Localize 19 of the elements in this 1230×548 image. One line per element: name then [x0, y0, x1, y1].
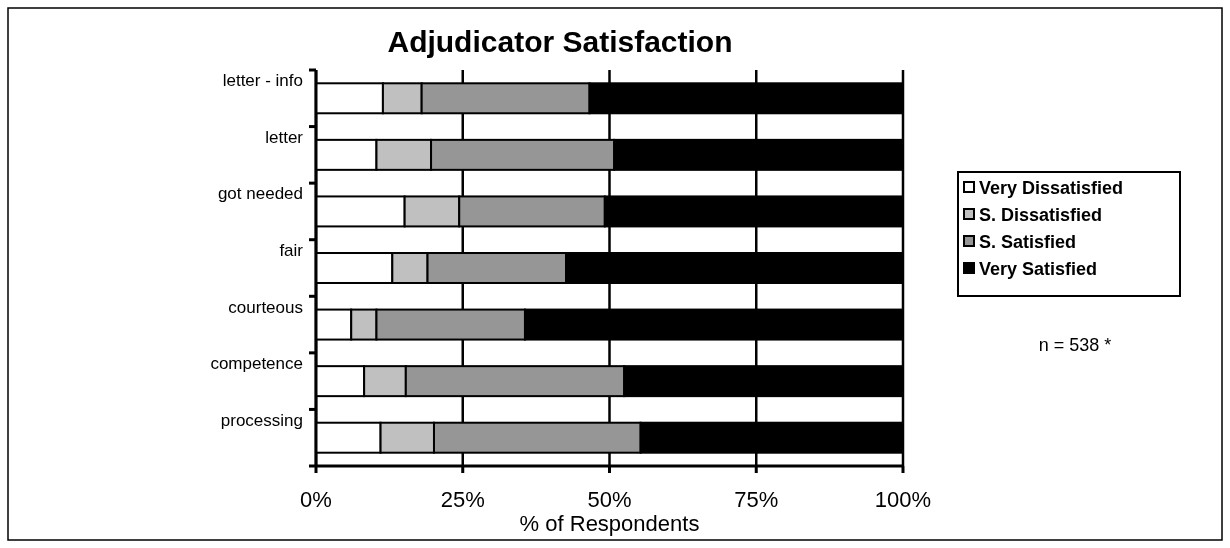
y-tick-label: got needed: [217, 184, 303, 204]
x-tick-label: 100%: [874, 487, 932, 512]
legend-label: S. Dissatisfied: [979, 205, 1103, 225]
x-tick-label: 50%: [587, 487, 632, 512]
legend-label: S. Satisfied: [979, 232, 1077, 252]
y-tick-label: competence: [210, 354, 303, 374]
y-tick-label: processing: [220, 410, 303, 430]
y-tick-label: courteous: [228, 297, 303, 317]
chart-title: Adjudicator Satisfaction: [387, 25, 733, 58]
x-axis-title: % of Respondents: [519, 511, 700, 536]
x-tick-label: 75%: [734, 487, 779, 512]
text: n = 538 *: [1038, 335, 1112, 355]
y-tick-label: fair: [279, 241, 304, 260]
x-tick-label: 0%: [300, 487, 332, 512]
legend-label: Very Satisfied: [979, 259, 1098, 279]
y-tick-label: letter - info: [222, 71, 303, 91]
legend-label: Very Dissatisfied: [979, 178, 1124, 198]
x-tick-label: 25%: [440, 487, 485, 512]
y-tick-label: letter: [265, 127, 304, 147]
